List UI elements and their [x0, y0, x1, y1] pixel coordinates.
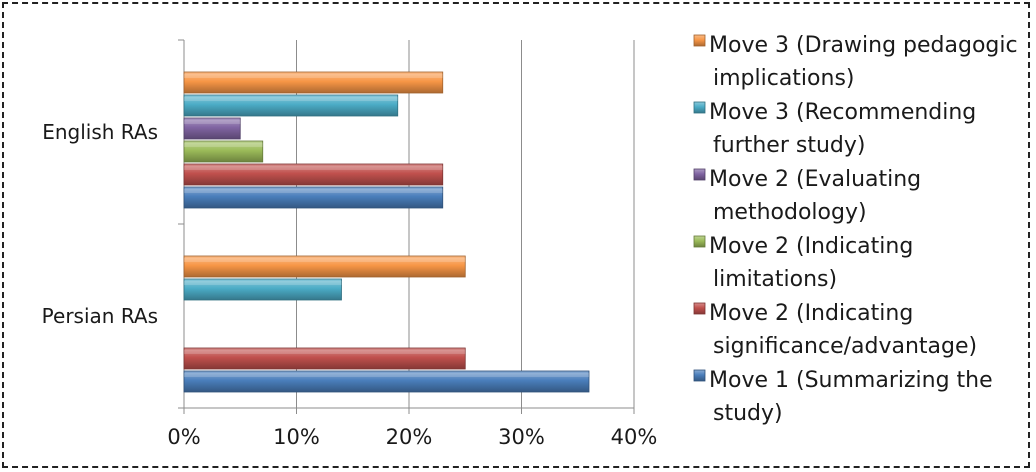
x-tick-label: 10% — [273, 425, 320, 449]
legend-label: Move 2 (Indicating — [709, 234, 913, 259]
legend-label: significance/advantage) — [713, 334, 977, 359]
bar-0-3 — [183, 117, 241, 140]
bar-highlight — [184, 258, 466, 262]
legend-swatch — [693, 101, 706, 114]
bar-0-2 — [183, 140, 264, 163]
bar-0-0 — [183, 186, 444, 209]
chart-frame: 0% 10% 20% 30% 40% English RAs Persian RAs Mov… — [2, 2, 1030, 468]
x-tick-label: 0% — [167, 425, 200, 449]
legend-label: further study) — [713, 133, 865, 158]
x-tick-label: 20% — [386, 425, 433, 449]
bar-highlight — [184, 350, 466, 354]
legend: Move 3 (Drawing pedagogic implications) Mo… — [693, 33, 1018, 426]
legend-label: Move 1 (Summarizing the — [709, 368, 993, 393]
legend-label: limitations) — [713, 267, 837, 292]
bar-1-5 — [183, 255, 466, 278]
x-tick-label: 30% — [498, 425, 545, 449]
category-label: English RAs — [42, 120, 158, 144]
bar-highlight — [184, 74, 443, 78]
bar-1-0 — [183, 370, 590, 393]
x-tick-label: 40% — [611, 425, 658, 449]
legend-label: Move 3 (Drawing pedagogic — [709, 33, 1018, 58]
labels: 0% 10% 20% 30% 40% English RAs Persian RAs — [42, 120, 658, 449]
legend-swatch — [693, 168, 706, 181]
bar-0-1 — [183, 163, 444, 186]
legend-label: study) — [713, 401, 783, 426]
bar-highlight — [184, 373, 589, 377]
bar-highlight — [184, 120, 241, 124]
legend-swatch — [693, 302, 706, 315]
bar-highlight — [184, 143, 263, 147]
bar-highlight — [184, 166, 443, 170]
bar-highlight — [184, 281, 342, 285]
bar-chart: 0% 10% 20% 30% 40% English RAs Persian RAs Mov… — [42, 33, 1018, 449]
legend-label: implications) — [713, 66, 855, 91]
bar-highlight — [184, 189, 443, 193]
legend-label: Move 2 (Indicating — [709, 301, 913, 326]
category-label: Persian RAs — [42, 304, 158, 328]
grid-lines — [296, 40, 635, 408]
legend-swatch — [693, 235, 706, 248]
legend-swatch — [693, 34, 706, 47]
legend-label: Move 3 (Recommending — [709, 100, 976, 125]
bar-highlight — [184, 97, 398, 101]
bar-1-1 — [183, 347, 466, 370]
bar-0-4 — [183, 94, 399, 117]
legend-label: Move 2 (Evaluating — [709, 167, 921, 192]
bars — [183, 71, 590, 393]
bar-0-5 — [183, 71, 444, 94]
legend-label: methodology) — [713, 200, 867, 225]
bar-1-4 — [183, 278, 342, 301]
legend-swatch — [693, 369, 706, 382]
